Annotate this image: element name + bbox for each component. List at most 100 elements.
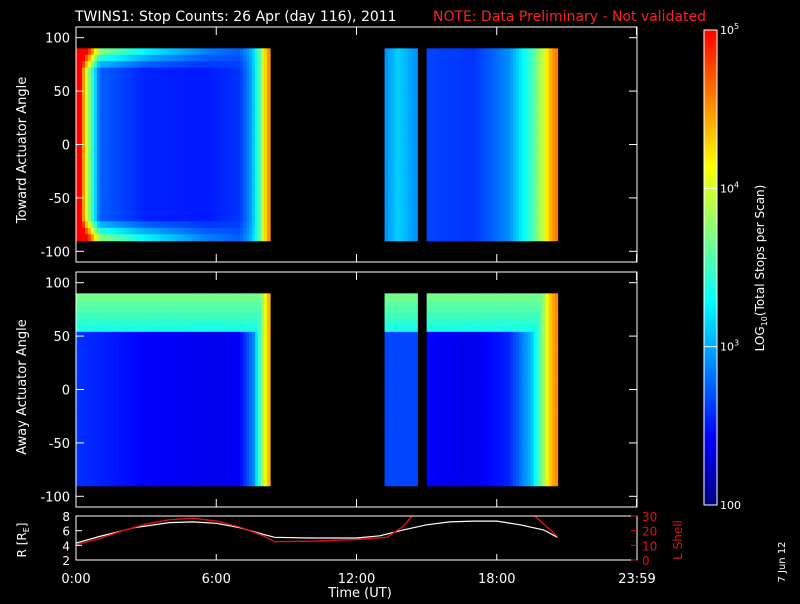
toward-segment-0 [76, 48, 271, 241]
toward-cell [555, 100, 559, 107]
toward-cell [414, 93, 418, 100]
toward-cell [267, 112, 271, 119]
toward-cell [414, 74, 418, 81]
toward-cell [414, 157, 418, 164]
toward-cell [555, 138, 559, 145]
toward-cell [555, 177, 559, 184]
toward-cell [414, 80, 418, 87]
toward-cell [267, 119, 271, 126]
toward-cell [267, 138, 271, 145]
toward-cell [414, 138, 418, 145]
toward-ytick-label: 0 [62, 139, 70, 154]
toward-cell [555, 80, 559, 87]
toward-cell [555, 68, 559, 75]
toward-cell [414, 87, 418, 94]
toward-cell [555, 196, 559, 203]
toward-segment-2 [427, 48, 559, 241]
toward-cell [555, 228, 559, 235]
toward-cell [555, 202, 559, 209]
toward-cell [414, 112, 418, 119]
toward-cell [414, 221, 418, 228]
toward-cell [555, 157, 559, 164]
toward-cell [267, 87, 271, 94]
toward-cell [267, 209, 271, 216]
toward-cell [414, 61, 418, 68]
toward-cell [267, 132, 271, 139]
toward-cell [414, 125, 418, 132]
toward-ytick-label: 50 [53, 85, 70, 100]
toward-cell [555, 125, 559, 132]
toward-cell [267, 228, 271, 235]
toward-cell [267, 80, 271, 87]
toward-cell [267, 106, 271, 113]
toward-cell [414, 196, 418, 203]
toward-segment-1 [385, 48, 418, 241]
toward-cell [267, 61, 271, 68]
toward-cell [555, 189, 559, 196]
toward-cell [555, 87, 559, 94]
toward-cell [267, 68, 271, 75]
toward-cell [414, 55, 418, 62]
toward-cell [555, 48, 559, 55]
toward-cell [555, 209, 559, 216]
toward-cell [414, 189, 418, 196]
toward-cell [414, 132, 418, 139]
toward-cell [414, 68, 418, 75]
toward-cell [267, 55, 271, 62]
toward-cell [555, 170, 559, 177]
toward-cell [414, 177, 418, 184]
toward-ytick-label: 100 [45, 32, 70, 47]
toward-cell [555, 145, 559, 152]
toward-cell [267, 183, 271, 190]
toward-cell [414, 151, 418, 158]
toward-cell [267, 215, 271, 222]
toward-cell [414, 202, 418, 209]
toward-cell [555, 119, 559, 126]
chart-title: TWINS1: Stop Counts: 26 Apr (day 116), 2… [74, 9, 397, 25]
toward-cell [267, 196, 271, 203]
toward-cell [555, 221, 559, 228]
toward-cell [414, 106, 418, 113]
toward-cell [555, 234, 559, 241]
toward-cell [267, 164, 271, 171]
toward-cell [414, 170, 418, 177]
toward-cell [414, 164, 418, 171]
toward-cell [414, 100, 418, 107]
toward-cell [414, 145, 418, 152]
toward-cell [555, 151, 559, 158]
toward-cell [555, 112, 559, 119]
toward-cell [414, 234, 418, 241]
toward-cell [555, 132, 559, 139]
away-segment-0 [76, 293, 271, 486]
toward-cell [555, 215, 559, 222]
toward-cell [555, 93, 559, 100]
toward-cell [414, 183, 418, 190]
toward-ytick-label: -100 [40, 245, 70, 260]
toward-cell [555, 164, 559, 171]
toward-cell [267, 170, 271, 177]
toward-cell [267, 93, 271, 100]
toward-cell [555, 106, 559, 113]
toward-cell [555, 74, 559, 81]
toward-cell [267, 157, 271, 164]
toward-cell [414, 119, 418, 126]
toward-cell [414, 209, 418, 216]
toward-cell [267, 189, 271, 196]
toward-cell [267, 48, 271, 55]
toward-cell [267, 100, 271, 107]
toward-cell [267, 74, 271, 81]
toward-cell [414, 228, 418, 235]
toward-cell [555, 61, 559, 68]
toward-cell [267, 151, 271, 158]
toward-cell [555, 55, 559, 62]
toward-cell [267, 202, 271, 209]
toward-cell [267, 234, 271, 241]
toward-ytick-label: -50 [49, 192, 70, 207]
toward-cell [267, 177, 271, 184]
toward-cell [414, 48, 418, 55]
preliminary-note: NOTE: Data Preliminary - Not validated [433, 9, 706, 25]
toward-cell [267, 145, 271, 152]
